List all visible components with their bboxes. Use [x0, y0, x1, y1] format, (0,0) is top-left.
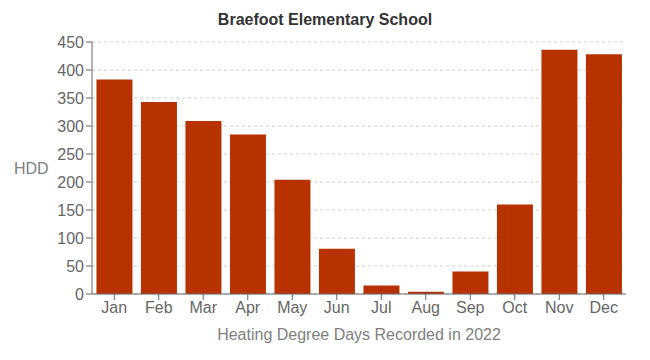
svg-text:Nov: Nov [545, 299, 573, 316]
svg-text:450: 450 [57, 34, 84, 51]
svg-text:Oct: Oct [502, 299, 527, 316]
svg-text:Jun: Jun [324, 299, 350, 316]
svg-text:Aug: Aug [412, 299, 440, 316]
svg-text:150: 150 [57, 202, 84, 219]
svg-text:Apr: Apr [235, 299, 261, 316]
svg-text:Jan: Jan [101, 299, 127, 316]
html-text:Braefoot Elementary School: Braefoot Elementary School [217, 11, 433, 28]
svg-text:250: 250 [57, 146, 84, 163]
svg-text:350: 350 [57, 90, 84, 107]
svg-text:0: 0 [75, 286, 84, 303]
svg-text:100: 100 [57, 230, 84, 247]
svg-text:300: 300 [57, 118, 84, 135]
svg-text:Mar: Mar [189, 299, 217, 316]
svg-text:200: 200 [57, 174, 84, 191]
svg-text:Sep: Sep [456, 299, 485, 316]
svg-text:Heating Degree Days Recorded i: Heating Degree Days Recorded in 2022 [217, 326, 501, 343]
svg-text:Feb: Feb [145, 299, 173, 316]
svg-text:HDD: HDD [14, 160, 49, 177]
svg-text:Jul: Jul [371, 299, 391, 316]
svg-text:400: 400 [57, 62, 84, 79]
svg-text:May: May [277, 299, 307, 316]
svg-text:50: 50 [66, 258, 84, 275]
svg-text:Dec: Dec [590, 299, 618, 316]
